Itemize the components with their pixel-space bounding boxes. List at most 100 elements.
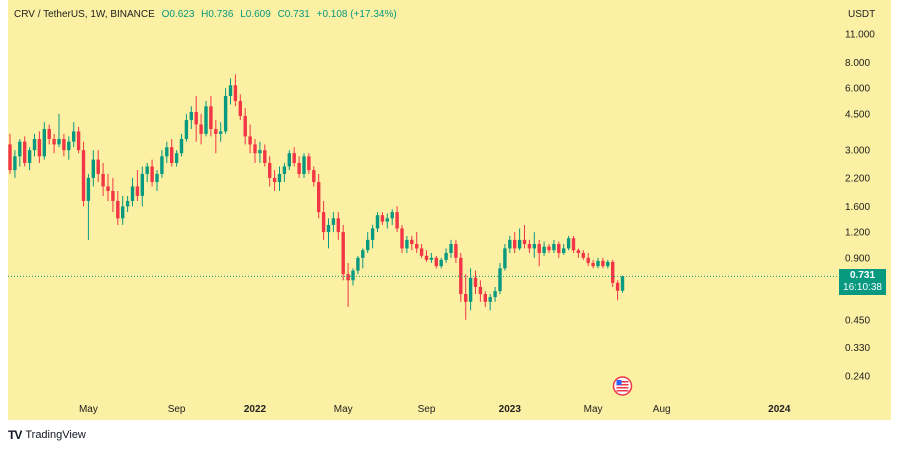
candle-body[interactable]	[493, 291, 497, 298]
candle-body[interactable]	[326, 224, 331, 233]
candle-body[interactable]	[263, 150, 267, 163]
us-flag-event-icon[interactable]	[612, 376, 633, 396]
candle-body[interactable]	[253, 144, 257, 154]
candle-body[interactable]	[174, 153, 179, 163]
candle-body[interactable]	[395, 212, 399, 229]
candle-body[interactable]	[140, 173, 144, 196]
currency-label[interactable]: USDT	[848, 9, 876, 20]
candle-body[interactable]	[429, 257, 434, 260]
candle-body[interactable]	[32, 138, 37, 151]
candle-body[interactable]	[86, 177, 91, 201]
candle-body[interactable]	[106, 186, 110, 192]
candle-body[interactable]	[145, 166, 149, 174]
candle-body[interactable]	[8, 144, 12, 171]
candle-body[interactable]	[116, 200, 120, 219]
candle-body[interactable]	[18, 141, 22, 157]
candle-body[interactable]	[96, 159, 100, 174]
candle-body[interactable]	[503, 248, 507, 269]
candle-body[interactable]	[272, 177, 277, 183]
candle-body[interactable]	[581, 252, 585, 258]
candle-body[interactable]	[204, 106, 208, 134]
candle-body[interactable]	[135, 186, 140, 196]
candle-body[interactable]	[312, 170, 316, 183]
candle-body[interactable]	[228, 85, 233, 96]
candle-body[interactable]	[42, 129, 46, 157]
candle-body[interactable]	[307, 156, 311, 171]
candle-body[interactable]	[27, 150, 32, 163]
candle-body[interactable]	[67, 141, 71, 151]
candle-body[interactable]	[611, 261, 615, 283]
candle-body[interactable]	[537, 244, 541, 253]
candle-body[interactable]	[517, 239, 522, 249]
candle-body[interactable]	[601, 260, 605, 267]
candle-body[interactable]	[199, 124, 203, 134]
candle-body[interactable]	[532, 244, 536, 249]
candle-body[interactable]	[562, 248, 566, 253]
candle-body[interactable]	[287, 153, 291, 167]
candle-body[interactable]	[410, 239, 414, 245]
candle-body[interactable]	[189, 111, 193, 121]
candle-body[interactable]	[331, 218, 336, 225]
candle-body[interactable]	[424, 255, 429, 260]
candle-body[interactable]	[13, 156, 17, 171]
candle-body[interactable]	[527, 244, 532, 249]
candle-body[interactable]	[444, 252, 448, 260]
candle-body[interactable]	[591, 262, 595, 267]
candle-body[interactable]	[130, 186, 135, 201]
candle-body[interactable]	[76, 131, 81, 151]
chart-panel[interactable]	[8, 0, 891, 420]
candle-body[interactable]	[101, 173, 105, 187]
candle-body[interactable]	[615, 282, 620, 291]
symbol-label[interactable]: CRV / TetherUS, 1W, BINANCE	[14, 9, 155, 20]
candle-body[interactable]	[248, 136, 252, 145]
candle-body[interactable]	[214, 129, 218, 134]
candle-body[interactable]	[150, 166, 154, 183]
candle-body[interactable]	[498, 268, 502, 292]
tradingview-branding[interactable]: TV TradingView	[8, 428, 86, 442]
candle-body[interactable]	[292, 153, 296, 163]
candle-body[interactable]	[351, 270, 355, 281]
candle-body[interactable]	[155, 173, 159, 183]
candle-body[interactable]	[434, 257, 438, 267]
candle-body[interactable]	[346, 274, 350, 281]
candle-body[interactable]	[547, 246, 551, 251]
candle-body[interactable]	[385, 218, 389, 222]
candle-body[interactable]	[219, 131, 223, 134]
candle-body[interactable]	[473, 277, 478, 287]
candle-body[interactable]	[125, 200, 130, 207]
candle-body[interactable]	[483, 294, 487, 302]
candle-body[interactable]	[356, 257, 360, 271]
candle-body[interactable]	[459, 257, 463, 295]
candle-body[interactable]	[233, 85, 238, 101]
candle-body[interactable]	[268, 162, 272, 178]
candle-body[interactable]	[380, 215, 385, 222]
candle-body[interactable]	[111, 191, 115, 201]
candle-body[interactable]	[317, 182, 321, 213]
candle-body[interactable]	[223, 95, 228, 132]
candle-body[interactable]	[165, 147, 169, 157]
candle-body[interactable]	[606, 261, 610, 267]
candle-body[interactable]	[57, 138, 61, 145]
candle-body[interactable]	[277, 173, 282, 183]
candle-body[interactable]	[390, 212, 394, 219]
candle-body[interactable]	[419, 248, 424, 256]
candle-body[interactable]	[571, 238, 576, 251]
candle-body[interactable]	[121, 206, 125, 219]
candle-body[interactable]	[468, 277, 473, 302]
candle-body[interactable]	[72, 131, 76, 142]
candle-body[interactable]	[23, 141, 27, 163]
candle-body[interactable]	[62, 138, 66, 151]
candle-body[interactable]	[405, 239, 409, 249]
candle-body[interactable]	[184, 120, 189, 139]
candle-body[interactable]	[488, 297, 492, 302]
candle-body[interactable]	[542, 246, 546, 253]
candle-body[interactable]	[336, 218, 340, 233]
candle-body[interactable]	[513, 239, 517, 249]
candle-body[interactable]	[454, 244, 458, 258]
candle-body[interactable]	[297, 162, 301, 174]
candle-body[interactable]	[576, 250, 581, 253]
candle-body[interactable]	[282, 166, 287, 174]
candle-body[interactable]	[238, 100, 242, 116]
candle-body[interactable]	[557, 244, 561, 253]
